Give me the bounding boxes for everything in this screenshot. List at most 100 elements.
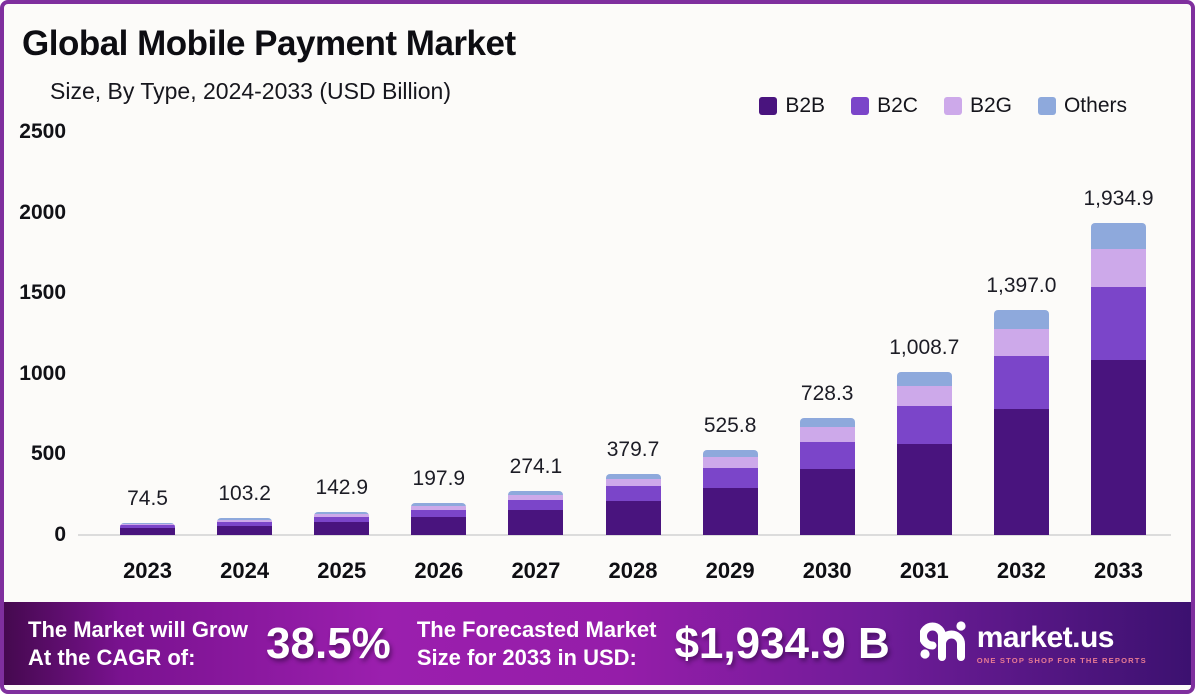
bar-2027 <box>508 490 564 535</box>
marketus-logo-tagline: ONE STOP SHOP FOR THE REPORTS <box>976 655 1147 665</box>
x-tick-label-2026: 2026 <box>414 558 464 583</box>
bar-segment-2031-b2g <box>896 385 952 406</box>
footer-banner: The Market will Grow At the CAGR of: 38.… <box>4 602 1191 685</box>
bar-value-label-2028: 379.7 <box>606 437 660 461</box>
y-tick-label-1000: 1000 <box>19 361 66 385</box>
bar-group-2023: 74.5 2023 <box>99 132 196 583</box>
bar-group-2029: 525.8 2029 <box>682 132 779 583</box>
legend-label-b2c: B2C <box>877 94 918 117</box>
bar-segment-2025-b2g <box>314 513 370 517</box>
bar-group-2027: 274.1 2027 <box>487 132 584 583</box>
bar-segment-2030-others <box>799 417 855 428</box>
x-tick-label-2031: 2031 <box>899 558 949 583</box>
bar-segment-2025-others <box>314 511 370 514</box>
chart-subtitle: Size, By Type, 2024-2033 (USD Billion) <box>50 78 451 104</box>
bar-2028 <box>605 473 661 535</box>
bar-segment-2027-b2c <box>508 499 564 511</box>
x-tick-label-2032: 2032 <box>996 558 1046 583</box>
bar-2030 <box>799 417 855 535</box>
bar-segment-2029-b2b <box>702 487 758 535</box>
bar-segment-2031-b2b <box>896 443 952 535</box>
y-tick-label-500: 500 <box>30 442 66 466</box>
bar-2023 <box>120 523 176 535</box>
legend-swatch-b2c <box>851 97 870 115</box>
legend-label-others: Others <box>1063 94 1127 117</box>
marketus-logo-text-block: market.us ONE STOP SHOP FOR THE REPORTS <box>976 620 1147 665</box>
bar-value-label-2026: 197.9 <box>412 467 466 491</box>
cagr-caption-line2: At the CAGR of: <box>28 644 196 670</box>
bar-segment-2026-b2c <box>411 509 467 518</box>
marketus-logo-name: market.us <box>976 620 1115 654</box>
bar-segment-2029-b2c <box>702 467 758 488</box>
bar-segment-2028-others <box>605 473 661 479</box>
bar-segment-2030-b2c <box>799 441 855 470</box>
bar-2031 <box>896 372 952 535</box>
forecast-caption-line1: The Forecasted Market <box>416 617 657 642</box>
bar-segment-2023-b2g <box>120 523 176 526</box>
bar-segment-2033-others <box>1090 223 1146 249</box>
bar-group-2028: 379.7 2028 <box>584 132 681 583</box>
bar-segment-2024-b2g <box>217 519 273 522</box>
bar-2026 <box>411 503 467 535</box>
legend-item-others: Others <box>1037 94 1127 118</box>
cagr-value: 38.5% <box>266 618 391 668</box>
bar-value-label-2032: 1,397.0 <box>986 273 1057 297</box>
bar-segment-2032-b2g <box>993 328 1049 356</box>
bar-segment-2031-b2c <box>896 405 952 444</box>
x-tick-label-2030: 2030 <box>802 558 852 583</box>
bar-segment-2033-b2g <box>1090 248 1146 288</box>
bar-segment-2032-b2c <box>993 355 1049 409</box>
legend-item-b2c: B2C <box>851 94 918 118</box>
cagr-caption: The Market will Grow At the CAGR of: <box>28 616 248 671</box>
bar-group-2025: 142.9 2025 <box>293 132 390 583</box>
bar-group-2030: 728.3 2030 <box>779 132 876 583</box>
forecast-value: $1,934.9 B <box>674 618 890 668</box>
legend-item-b2b: B2B <box>759 94 825 118</box>
bar-segment-2024-others <box>217 518 273 520</box>
bar-segment-2029-others <box>702 450 758 458</box>
bar-group-2024: 103.2 2024 <box>196 132 293 583</box>
y-tick-label-1500: 1500 <box>19 281 66 305</box>
y-tick-label-2500: 2500 <box>19 120 66 143</box>
bar-segment-2028-b2b <box>605 500 661 535</box>
bar-value-label-2029: 525.8 <box>703 414 757 438</box>
y-tick-label-0: 0 <box>54 523 66 546</box>
bar-2029 <box>702 450 758 535</box>
bar-value-label-2025: 142.9 <box>315 475 369 499</box>
legend: B2B B2C B2G Others <box>759 94 1127 118</box>
bar-segment-2026-b2g <box>411 505 467 510</box>
bar-segment-2023-b2c <box>120 525 176 529</box>
bar-segment-2025-b2c <box>314 516 370 523</box>
bar-2024 <box>217 518 273 535</box>
bar-segment-2031-others <box>896 372 952 386</box>
bar-segment-2026-b2b <box>411 517 467 535</box>
bar-segment-2026-others <box>411 503 467 506</box>
bar-group-2032: 1,397.0 2032 <box>973 132 1070 583</box>
bar-segment-2033-b2b <box>1090 360 1146 535</box>
bar-segment-2024-b2c <box>217 521 273 526</box>
chart-title: Global Mobile Payment Market <box>22 24 516 63</box>
bar-value-label-2023: 74.5 <box>127 487 168 510</box>
bar-segment-2029-b2g <box>702 457 758 468</box>
bar-value-label-2031: 1,008.7 <box>889 336 960 360</box>
x-tick-label-2033: 2033 <box>1094 558 1143 583</box>
y-tick-label-2000: 2000 <box>19 200 66 224</box>
bar-value-label-2027: 274.1 <box>509 454 563 478</box>
x-tick-label-2023: 2023 <box>123 558 173 583</box>
cagr-caption-line1: The Market will Grow <box>28 617 249 642</box>
x-tick-label-2025: 2025 <box>317 558 367 583</box>
legend-swatch-b2b <box>759 97 778 115</box>
bar-group-2031: 1,008.7 2031 <box>876 132 973 583</box>
bar-2032 <box>993 309 1049 535</box>
bars-container: 74.5 2023 103.2 2024 142.9 2025 197.9 2026 274.1… <box>99 132 1167 583</box>
bar-segment-2027-others <box>508 490 564 495</box>
bar-value-label-2033: 1,934.9 <box>1083 187 1154 211</box>
bar-segment-2028-b2c <box>605 486 661 501</box>
x-tick-label-2028: 2028 <box>608 558 658 583</box>
bar-segment-2024-b2b <box>217 525 273 535</box>
bar-segment-2023-b2b <box>120 528 176 535</box>
bar-segment-2030-b2g <box>799 427 855 442</box>
forecast-caption: The Forecasted Market Size for 2033 in U… <box>417 616 657 671</box>
bar-segment-2032-b2b <box>993 408 1049 535</box>
